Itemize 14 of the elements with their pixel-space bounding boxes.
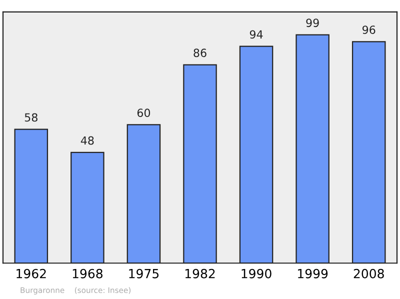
data-label: 94 (250, 30, 263, 39)
data-label: 48 (80, 136, 94, 145)
x-tick-label: 1999 (298, 268, 328, 278)
x-tick-label: 1990 (242, 268, 272, 278)
x-tick-label: 1962 (16, 268, 46, 278)
x-tick-label: 1975 (129, 268, 159, 278)
data-label: 96 (362, 26, 376, 34)
data-label: 86 (194, 48, 206, 58)
x-tick-label: 1982 (185, 268, 215, 278)
data-label: 58 (24, 113, 38, 122)
x-tick-label: 2008 (354, 268, 384, 278)
x-tick-label: 1968 (72, 268, 102, 278)
data-label: 60 (137, 108, 150, 118)
data-label: 99 (306, 18, 319, 28)
